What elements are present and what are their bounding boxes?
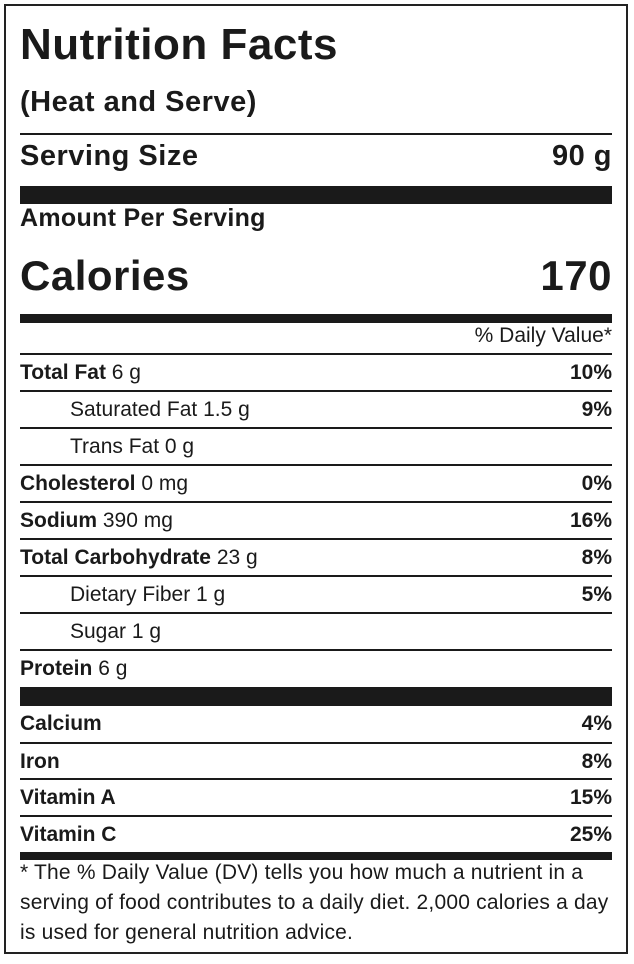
- nutrient-amount: 6 g: [111, 361, 141, 384]
- vitamin-name: Vitamin A: [20, 786, 116, 809]
- calories-value: 170: [540, 252, 612, 299]
- serving-size-value: 90 g: [551, 140, 612, 172]
- nutrient-name: Sugar: [70, 620, 127, 643]
- vitamin-name: Calcium: [20, 712, 102, 735]
- vitamin-row-vitamin-a: Vitamin A 15%: [20, 780, 612, 816]
- nutrient-amount: 1 g: [196, 583, 226, 606]
- divider: [20, 390, 612, 392]
- divider: [20, 133, 612, 135]
- nutrient-percent: 9%: [581, 398, 612, 421]
- nutrient-row-sugar: Sugar 1 g: [20, 614, 612, 650]
- divider: [20, 612, 612, 614]
- vitamin-row-vitamin-c: Vitamin C 25%: [20, 817, 612, 853]
- footnote: * The % Daily Value (DV) tells you how m…: [20, 861, 609, 944]
- nutrient-amount: 390 mg: [102, 509, 173, 532]
- nutrient-name: Protein: [20, 657, 93, 680]
- vitamin-percent: 25%: [569, 823, 612, 846]
- divider: [20, 464, 612, 466]
- nutrient-name: Cholesterol: [20, 472, 136, 495]
- thick-divider: [20, 687, 612, 706]
- vitamin-row-iron: Iron 8%: [20, 744, 612, 780]
- nutrient-row-saturated-fat: Saturated Fat 1.5 g 9%: [20, 392, 612, 428]
- divider: [20, 815, 612, 817]
- amount-per-serving: Amount Per Serving: [20, 204, 266, 232]
- nutrient-amount: 0 g: [164, 435, 195, 458]
- nutrient-row-protein: Protein 6 g: [20, 651, 612, 687]
- nutrient-percent: 8%: [581, 546, 612, 569]
- vitamin-name: Iron: [20, 750, 60, 773]
- medium-divider: [20, 852, 612, 860]
- serving-size-row: Serving Size 90 g: [20, 140, 612, 180]
- divider: [20, 538, 612, 540]
- nutrient-percent: 0%: [581, 472, 612, 495]
- divider: [20, 742, 612, 744]
- divider: [20, 427, 612, 429]
- vitamin-percent: 15%: [569, 786, 612, 809]
- divider: [20, 575, 612, 577]
- serving-size-label: Serving Size: [20, 140, 199, 172]
- nutrient-amount: 1.5 g: [203, 398, 250, 421]
- nutrient-row-total-carbohydrate: Total Carbohydrate 23 g 8%: [20, 540, 612, 576]
- nutrient-row-total-fat: Total Fat 6 g 10%: [20, 355, 612, 391]
- daily-value-header: % Daily Value*: [474, 324, 612, 347]
- nutrient-row-sodium: Sodium 390 mg 16%: [20, 503, 612, 539]
- nutrient-amount: 23 g: [216, 546, 258, 569]
- divider: [20, 649, 612, 651]
- nutrient-percent: 16%: [569, 509, 612, 532]
- medium-divider: [20, 314, 612, 323]
- nutrition-facts-label: Nutrition Facts (Heat and Serve) Serving…: [4, 4, 628, 954]
- label-subtitle: (Heat and Serve): [20, 86, 257, 118]
- divider: [20, 353, 612, 355]
- nutrient-name: Total Carbohydrate: [20, 546, 211, 569]
- calories-row: Calories 170: [20, 252, 612, 308]
- calories-label: Calories: [20, 252, 190, 299]
- vitamin-row-calcium: Calcium 4%: [20, 706, 612, 742]
- nutrient-name: Total Fat: [20, 361, 106, 384]
- nutrient-name: Dietary Fiber: [70, 583, 191, 606]
- nutrient-amount: 0 mg: [141, 472, 189, 495]
- divider: [20, 501, 612, 503]
- nutrient-amount: 6 g: [98, 657, 128, 680]
- divider: [20, 778, 612, 780]
- nutrient-row-dietary-fiber: Dietary Fiber 1 g 5%: [20, 577, 612, 613]
- nutrient-name: Saturated Fat: [70, 398, 198, 421]
- nutrient-amount: 1 g: [131, 620, 162, 643]
- nutrient-name: Sodium: [20, 509, 97, 532]
- vitamin-percent: 8%: [581, 750, 612, 773]
- nutrient-row-trans-fat: Trans Fat 0 g: [20, 429, 612, 465]
- thick-divider: [20, 186, 612, 204]
- nutrient-percent: 10%: [569, 361, 612, 384]
- label-content: Nutrition Facts (Heat and Serve) Serving…: [20, 6, 612, 952]
- label-title: Nutrition Facts: [20, 20, 338, 69]
- vitamin-name: Vitamin C: [20, 823, 117, 846]
- nutrient-row-cholesterol: Cholesterol 0 mg 0%: [20, 466, 612, 502]
- nutrient-percent: 5%: [581, 583, 612, 606]
- nutrient-name: Trans Fat: [70, 435, 160, 458]
- vitamin-percent: 4%: [581, 712, 612, 735]
